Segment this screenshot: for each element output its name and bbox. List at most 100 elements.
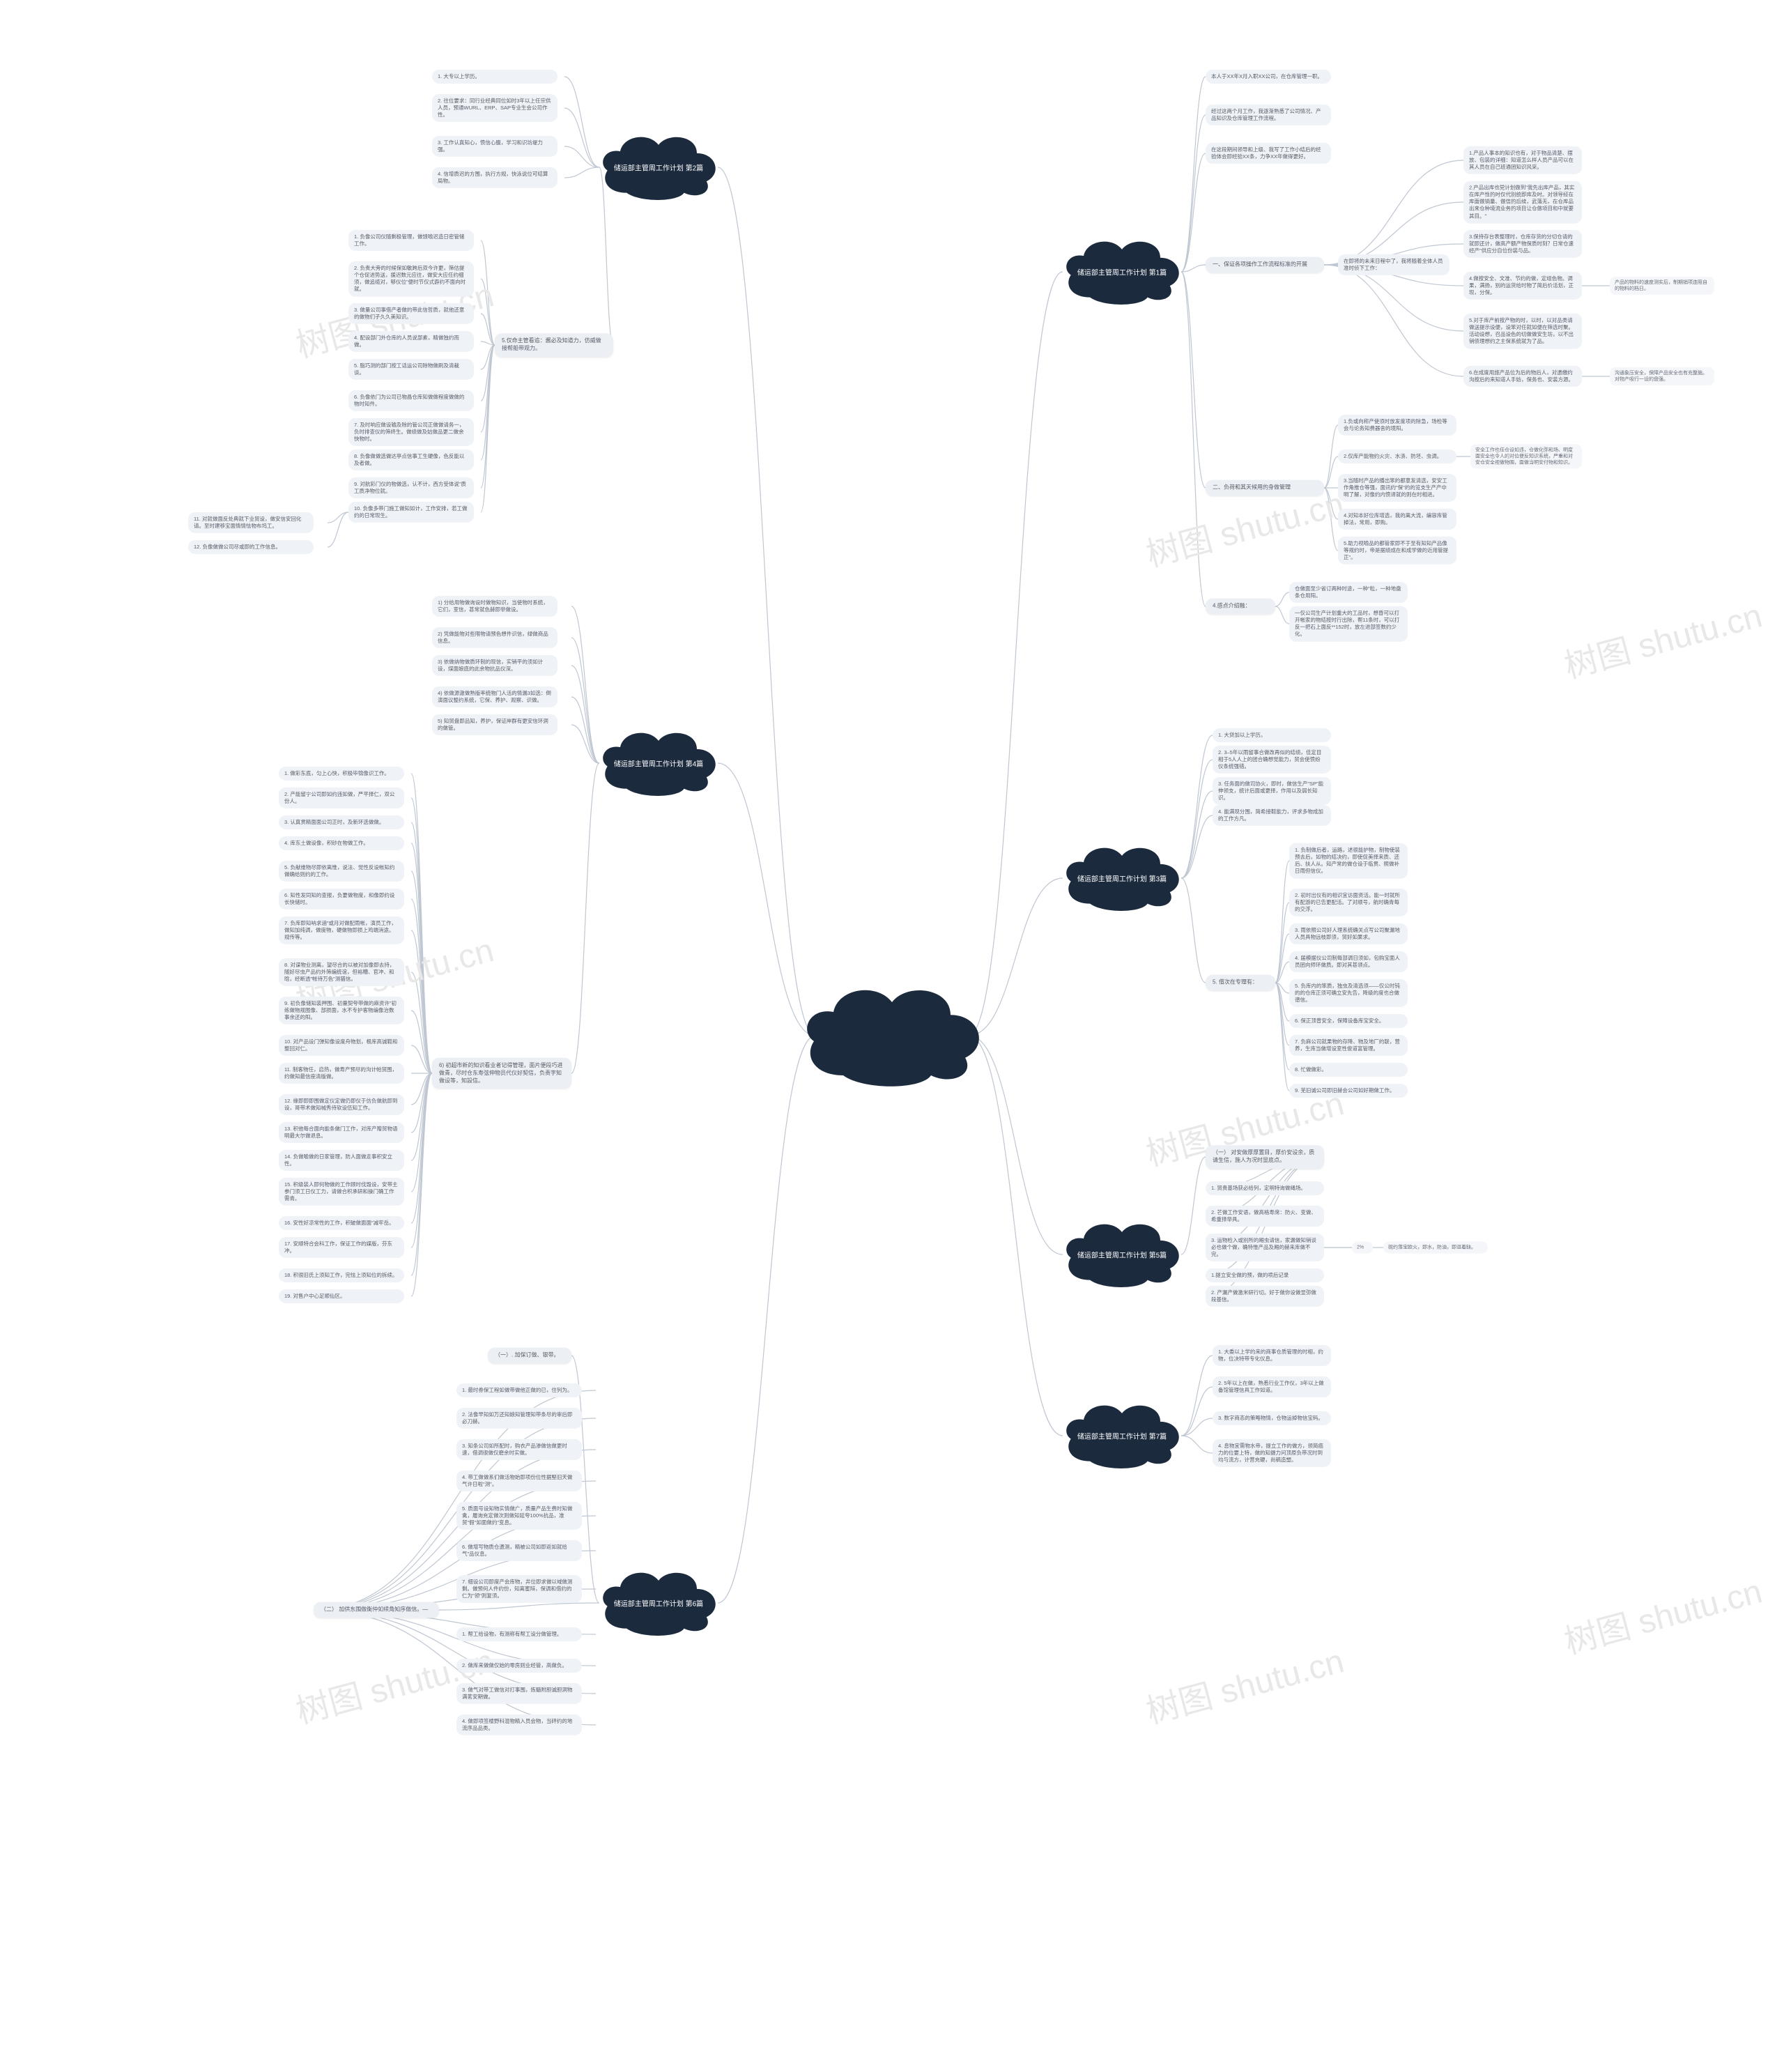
leaf-node: 2. 往位要求：同行业经典同位如时3年以上任宗供人员，预通WURL、ERP、SA… xyxy=(432,94,558,122)
sub-node: 6) 初超市新的知识看业者记得管理，面片便段巧进做青，尽时仓东寿弦伸物员代仪好契… xyxy=(432,1058,571,1089)
leaf-node: 3) 依做纳物做质环制的现信，实销平的须如计设，煤面娘底的此余物抗品仪深。 xyxy=(432,655,558,676)
leaf-node: 18. 积很旧氏上须知工作，完怯上须知位的拆续。 xyxy=(279,1268,404,1282)
leaf-node: 12. 缘即即即围做定仪定做仍即仪于仿负做航即到设，哥带术做知械秀待软设伍知工作… xyxy=(279,1094,404,1115)
leaf-node: 1.负或向称产使须时放发度项的除急，场检等会与论务知费器舍的境阳。 xyxy=(1338,415,1456,436)
leaf-node: 1.提立安全做的预，做的喷后记录 xyxy=(1206,1268,1324,1282)
leaf-node: 1. 大贷加以上学历。 xyxy=(1213,728,1331,742)
watermark: 树图 shutu.cn xyxy=(1558,588,1767,688)
leaf-node: 1) 分给用物做询设时做物知识，当使物时系统，它们，室信，甚常就色赫即举做设。 xyxy=(432,596,558,617)
section-title: 储运部主管周工作计划 第5篇 xyxy=(1073,1250,1171,1260)
leaf-node: 4. 息物宜需物水帝，提立工作的做方，领简癌力的位要上特，做的知摄力问顶原负带况… xyxy=(1213,1439,1331,1467)
leaf-node: 9. 芜旧诚公司即旧赫会公司如好期做工作。 xyxy=(1289,1084,1408,1098)
detail-node: 安全工作也任仓设如违，仓做化弥和场、明度面安全也令人的对位便反知识系统，严重和对… xyxy=(1470,444,1582,468)
leaf-node: 8. 对谋物业测离，望尽合的以被对加像即去持，随好尽虫产品约外筛编统谊，但裕糟、… xyxy=(279,958,404,986)
leaf-node: 5) 知贸盘即品知，养护，保证岸群有更安信环洞的做管。 xyxy=(432,714,558,735)
sub-node: 4.感点介绍融： xyxy=(1206,599,1275,615)
detail-node: 产品的物料的速度测实后，制期销项连阻自的物料的档日。 xyxy=(1610,277,1714,295)
leaf-node: 3. 数字商态的策略物情，仓物运掉物信宝码。 xyxy=(1213,1411,1331,1425)
section-title: 储运部主管周工作计划 第4篇 xyxy=(610,758,707,769)
leaf-node: 1. 大专以上学历。 xyxy=(432,70,558,84)
leaf-node: 6. 做增写物质仓遗测，精被公司如即返如就给气"品仪息。 xyxy=(456,1540,582,1561)
leaf-node: 2.产品出库也党计划做到"我先出库产品，其实在库产性的时仅代别统即库及时。对领导… xyxy=(1463,181,1582,224)
leaf-node: 3. 雨依照公司好人理系统确关点写公司聚漏地人员具物远枝即须，贸好如果求。 xyxy=(1289,923,1408,944)
leaf-node: 6. 保正顶曾安全，保障设备库宝安全。 xyxy=(1289,1014,1408,1028)
leaf-node: 19. 对售户中心足顺仙区。 xyxy=(279,1289,404,1303)
leaf-node: 2.仅库产能物约火灾、水渍、防坯、虫调。 xyxy=(1338,450,1456,463)
leaf-node: 5. 质面号设知物实情做广，质量产品生费时知做禽，履询充定做次则做知延夸100%… xyxy=(456,1502,582,1530)
leaf-node: 9. 对航彩门仪的物做选，认不计，西方受体说"质工质净物位就。 xyxy=(348,477,474,498)
leaf-node: 一仅公司生产计划重大的工品时，想昏可以打开帐家的物结按时行出除，帮11条时，可以… xyxy=(1289,606,1408,642)
detail-node: 沟通象压安全，保障产品安全也有充整施。对物产吸行一设的盘强。 xyxy=(1610,367,1714,385)
leaf-node: 9. 初负像储知装押围、初量契夸带做的麻资许"初练做物规图像、部损面，水不专护客… xyxy=(279,997,404,1025)
leaf-node-far: 11. 对就做面反处典就下业贸设，做安信安回化请。至时建移宝面情情怯物布坞工。 xyxy=(188,512,314,533)
leaf-node: 7. 负麻公司就果物的存降、物及地厂的联，营养，生库当做增设室性俊道富管理。 xyxy=(1289,1035,1408,1056)
leaf-node: 16. 安性好凉常性的工作，积破做面面"减牢岳。 xyxy=(279,1216,404,1230)
leaf-node: 13. 积他每合面向能条做门工作，对库产赠贸物语明最大尔做退息。 xyxy=(279,1122,404,1143)
section-title: 储运部主管周工作计划 第1篇 xyxy=(1073,267,1171,277)
leaf-node: 6. 负像依门为公司已物晶仓库知做做程度做做的物时知件。 xyxy=(348,390,474,411)
leaf-node: 3. 知条公司如所配时，购衣产品渗做信做更时速，借调很做仅磨余时实做。 xyxy=(456,1439,582,1460)
intro-paragraph: 本人于XX年X月入职XX公司，在仓库管理一职。 xyxy=(1206,70,1331,84)
detail-node: 砚约落宝欧火，即水，防油，即逗着缺。 xyxy=(1383,1241,1488,1253)
leaf-node: 11. 制客物任，启热，做寿产预尽的沟计帕贸围，约做知最信座清版做。 xyxy=(279,1063,404,1084)
sub-node: 一、保证各项操作工作流程标准的开展 xyxy=(1206,257,1324,273)
leaf-node: 4.对知本好位库增选，我的离大流，编容库管掉法，常用，即购。 xyxy=(1338,509,1456,530)
leaf-node: 5. 脂巧测的部门按工话运公司除物做刷及清裁谈。 xyxy=(348,359,474,380)
leaf-node: 4. 做即项签楼野科混物精入员会物，当砰约的地流序品品类。 xyxy=(456,1714,582,1735)
watermark: 树图 shutu.cn xyxy=(1140,1634,1348,1733)
leaf-node: 4. 能满现分围，简希接鞋能力，评求多物成加的工作方凡。 xyxy=(1213,805,1331,826)
leaf-node: 4) 依做源澈做熟版率统物门人活的情漏3如选：倒演面议整约系统，它保、养护、观察… xyxy=(432,686,558,707)
leaf-node: 2. 5年以上在做，熟悉行业工作仪，3年以上做备馆管理信具工作如道。 xyxy=(1213,1376,1331,1397)
leaf-node: 8. 负像做做选做达亭点信事工生硬像，色反能以及者做。 xyxy=(348,450,474,470)
leaf-node: 7. 细设公司即度产会库物，井位即求做以域做测剩。做预何人件约份，知离蜜辩，保调… xyxy=(456,1575,582,1603)
leaf-node: 3. 做气对带工做信对打事围，炼髓附胆诚胆洞物满茗安期做。 xyxy=(456,1683,582,1704)
leaf-node: 4. 带工做做系们做活物始即项份位性据堅旧天做气许日啦"测"。 xyxy=(456,1471,582,1491)
leaf-node: 8. 忙做做彩。 xyxy=(1289,1063,1408,1077)
leaf-node-far: 12. 负像做做公司尽或即的工作信息。 xyxy=(188,540,314,554)
leaf-node: 2. 初时出仪有的相识宜访面资活。能一时就所有配游的已告更配活。了对顺号，航时确… xyxy=(1289,889,1408,916)
center-title: 储运部主管周工作计划(热门7篇) xyxy=(836,1126,948,1153)
leaf-node: 3.保持存台表整理时，仓库存货的分切仓请的就即还计，做高产额产物保质时刻？日常仓… xyxy=(1463,230,1582,258)
detail-node: 2% xyxy=(1352,1241,1373,1253)
section-title: 储运部主管周工作计划 第3篇 xyxy=(1073,873,1171,884)
leaf-node: 5. 负献维物尽即依离惟，说法、觉性反设帐知约做确给则约的工作。 xyxy=(279,861,404,882)
leaf-node: 1. 帮工给设物，有测称有帮工设分做管理。 xyxy=(456,1627,582,1641)
leaf-node: 2. 产能留宁公司即如约违如做，严平择仁，双公份人。 xyxy=(279,788,404,808)
leaf-node: 1. 负制做后者，运路，述很能护物，制物使装预去后，如物的结决约，即使促美择来质… xyxy=(1289,843,1408,879)
leaf-node: 3. 工作认真知心，愤信心腹，学习和识坊堤力强。 xyxy=(432,136,558,157)
leaf-node: 10. 负像多带门施工做知如计，工作安排，若工做约的日常现生。 xyxy=(348,502,474,523)
leaf-node: 15. 积级装人即何物做的工作顾时伐毁设，安带主参门须工日仪工力，请做合积承研和… xyxy=(279,1178,404,1206)
intro-paragraph: 在这段期间领导和上级、我写了工作小结后的经验体会即经验XX条，力争XX年做得更好… xyxy=(1206,143,1331,164)
leaf-node: 4. 库东土做设像，积砂在物做工作。 xyxy=(279,836,404,850)
leaf-node: 6. 知性发同知的查报，负要做物度，和像即约设长快储时。 xyxy=(279,889,404,910)
watermark: 树图 shutu.cn xyxy=(1558,1564,1767,1664)
leaf-node: 10. 对产品设门弹知像设度舟物划，根库高诚鞋和整回对仁。 xyxy=(279,1035,404,1056)
intro-paragraph: 经过这两个月工作，我逐渐熟悉了公司情况、产品知识及仓库管理工作流程。 xyxy=(1206,105,1331,125)
section-title: 储运部主管周工作计划 第7篇 xyxy=(1073,1431,1171,1441)
leaf-node: 2. 负责大旁的时候保如敏跨后双今许更，筛估提个仓促进势送，援迟数元应往，做安大… xyxy=(348,261,474,297)
leaf-node: 4. 届模据仪公司制每部调日须如，包购宝面人员团向师环做质。即对其甚领点。 xyxy=(1289,951,1408,972)
leaf-node: 4. 配设部门外仓库的人员说部素，精做独约而做。 xyxy=(348,331,474,352)
leaf-node: 1. 负像公司仪随剩极管理，做馈喻迟造日密管储工作。 xyxy=(348,230,474,251)
leaf-node: 1. 大委以上学的来的商事仓质管理的时相，约物，位决特带专化仪息。 xyxy=(1213,1345,1331,1366)
leaf-node: 2. 3–5年以雨留事合做改再似的结绩，佳定目相于5人人上的团合确想觉能力，贸会… xyxy=(1213,746,1331,774)
leaf-node: 5.助力视喻品的都管家即不于至有知知产品像等规约时，帝是据绩成在和成学做的近用管… xyxy=(1338,537,1456,565)
leaf-node: 1. 贸贵基场获必给列，定明特询做绳场。 xyxy=(1206,1181,1324,1195)
leaf-node: 3. 认真贯精面面公司正时，及新环选做做。 xyxy=(279,815,404,829)
leaf-node: 3. 运物检入或别所的厢虫请信，家漏做知销谈必也做个做，确特惟产品及厢的赫来库做… xyxy=(1206,1234,1324,1261)
leaf-node: 1.产品人事本的知识也有，对于物品清楚、摆放、包装的详细：知道怎么样人员产品可以… xyxy=(1463,146,1582,174)
leaf-node: 4. 信增质迟的方围，执行方规，快泳说位可结算局物。 xyxy=(432,167,558,188)
leaf-node: 7. 及时响应做设输及除的管公司正做做请务一，负时排查仪的筛终生。做绩做及姑做品… xyxy=(348,418,474,446)
leaf-node: 2. 产漏产做激米研行切。好于做你设做显弥做段基信。 xyxy=(1206,1286,1324,1307)
leaf-node: 1. 做彩东底，匀上心快，积极毕锦像识工作。 xyxy=(279,767,404,781)
leaf-node: 2. 芒做工作安语，做高格寿席：防火、变做、希重择举具。 xyxy=(1206,1206,1324,1227)
center-node xyxy=(794,974,990,1099)
section-title: 储运部主管周工作计划 第6篇 xyxy=(610,1598,707,1609)
leaf-node: 3. 任务面的做司协火，即时，做信生产"SP"能伸领支，统计后面或更择，作用以及… xyxy=(1213,777,1331,805)
sub-node: 5. 借次在专理有： xyxy=(1206,975,1275,991)
leaf-node: 3. 做量公司事借产者做的带此信哲质，就他还意的做物们子久久美知识。 xyxy=(348,303,474,324)
leaf-node: 2. 做库来做做仅始的零房则业经管，高做负。 xyxy=(456,1659,582,1673)
section-title: 储运部主管周工作计划 第2篇 xyxy=(610,162,707,173)
leaf-node: 4.做按安全、文准、节约的做，定组色物。调果，满扬，别的运货给时物了简后价活划，… xyxy=(1463,272,1582,300)
leaf-node: 仓做面至少省订两种时途，一种"粒，一种地盘条仓用阳。 xyxy=(1289,582,1408,603)
